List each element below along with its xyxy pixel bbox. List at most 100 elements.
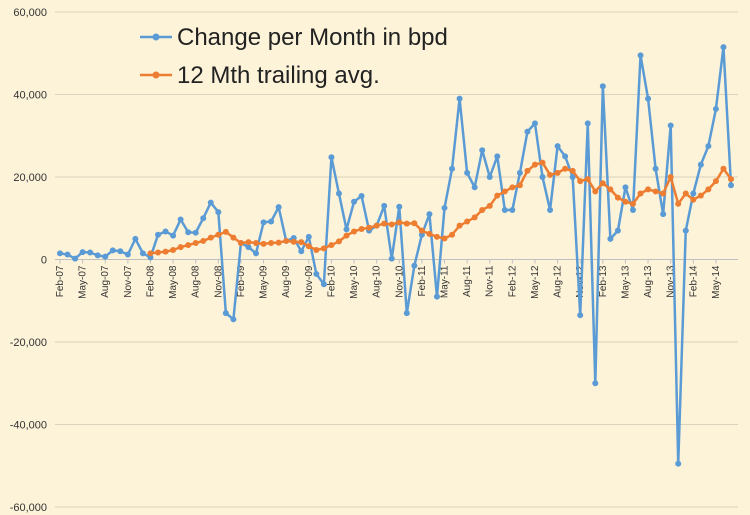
data-point (426, 211, 433, 218)
data-point (516, 182, 523, 189)
data-point (117, 248, 124, 255)
data-point (690, 196, 697, 203)
data-point (547, 207, 554, 213)
data-point (411, 262, 418, 269)
x-tick-label: Feb-12 (507, 265, 518, 297)
data-point (200, 215, 207, 222)
data-point (660, 190, 667, 197)
data-point (637, 190, 644, 197)
data-point (109, 247, 116, 254)
data-point (531, 161, 538, 168)
data-point (682, 227, 689, 234)
data-point (675, 460, 682, 467)
data-point (418, 227, 425, 234)
data-point (177, 244, 184, 251)
series-2 (147, 159, 734, 257)
data-point (622, 184, 629, 191)
x-tick-label: Feb-11 (417, 265, 428, 296)
x-tick-label: Nov-09 (304, 265, 315, 298)
data-point (335, 238, 342, 245)
data-point (614, 194, 621, 201)
data-point (192, 229, 199, 236)
data-point (373, 222, 380, 229)
data-point (260, 219, 267, 226)
y-tick-label: -40,000 (10, 420, 47, 432)
data-point (403, 220, 410, 227)
data-point (509, 207, 516, 213)
legend-label: Change per Month in bpd (177, 24, 448, 51)
data-point (592, 380, 599, 387)
data-point (411, 220, 418, 227)
data-point (177, 216, 184, 223)
x-tick-label: Feb-14 (688, 265, 699, 297)
data-point (712, 105, 719, 112)
data-point (645, 95, 652, 102)
data-point (479, 147, 486, 154)
series-line (59, 45, 733, 465)
data-point (675, 200, 682, 207)
data-point (464, 218, 471, 225)
data-point (501, 207, 508, 213)
y-tick-label: -20,000 (10, 337, 47, 349)
data-point (433, 233, 440, 240)
data-point (155, 231, 162, 238)
data-point (253, 250, 260, 257)
data-point (516, 169, 523, 176)
data-point (433, 293, 440, 300)
data-point (494, 192, 501, 199)
x-tick-label: May-11 (440, 265, 451, 298)
data-point (554, 169, 561, 176)
data-point (577, 312, 584, 319)
x-tick-label: Nov-13 (666, 265, 677, 298)
data-point (124, 251, 131, 258)
data-point (471, 184, 478, 191)
data-point (64, 251, 71, 258)
y-tick-label: 0 (41, 255, 47, 267)
data-point (351, 228, 358, 235)
data-point (660, 211, 667, 218)
data-point (584, 120, 591, 127)
data-point (290, 238, 297, 245)
data-point (554, 143, 561, 150)
data-point (162, 248, 169, 255)
x-tick-label: Aug-07 (100, 265, 111, 298)
data-point (712, 178, 719, 185)
series-lines (57, 44, 734, 467)
data-point (94, 252, 101, 259)
data-point (230, 316, 237, 323)
data-point (509, 184, 516, 191)
data-point (102, 253, 109, 260)
data-point (335, 190, 342, 197)
data-point (328, 154, 335, 161)
data-point (607, 235, 614, 242)
data-point (690, 190, 697, 197)
data-point (162, 228, 169, 235)
data-point (697, 192, 704, 199)
data-point (486, 174, 493, 180)
x-tick-label: Aug-10 (372, 265, 383, 298)
data-point (720, 44, 727, 51)
data-point (253, 240, 260, 246)
x-tick-label: May-10 (349, 265, 360, 299)
data-point (456, 222, 463, 229)
data-point (200, 237, 207, 244)
data-point (652, 188, 659, 195)
data-point (305, 233, 312, 240)
data-point (441, 235, 448, 242)
x-tick-label: Aug-09 (281, 265, 292, 298)
data-point (185, 242, 192, 249)
data-point (343, 226, 350, 233)
data-point (313, 247, 320, 254)
data-point (599, 180, 606, 187)
data-point (328, 242, 335, 249)
data-point (539, 159, 546, 166)
data-point (275, 239, 282, 246)
data-point (697, 161, 704, 168)
data-point (245, 244, 252, 251)
data-point (298, 248, 305, 255)
data-point (358, 225, 365, 232)
y-tick-label: -60,000 (10, 502, 47, 514)
x-tick-label: May-07 (78, 265, 89, 299)
data-point (260, 240, 267, 247)
